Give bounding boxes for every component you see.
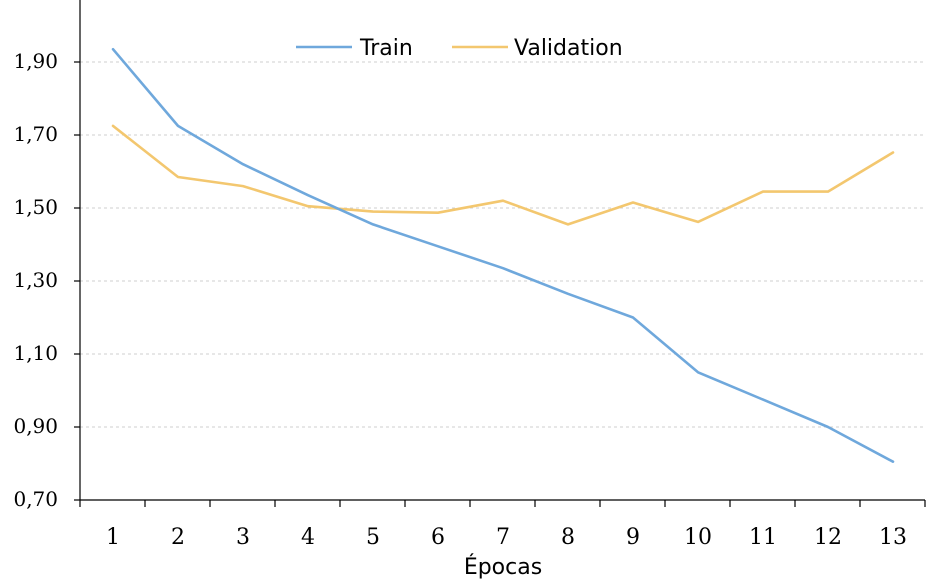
x-tick-label: 11 [749, 525, 777, 550]
x-tick-label: 10 [684, 525, 712, 550]
x-tick-label: 8 [561, 525, 575, 550]
y-tick-label: 0,90 [13, 414, 58, 438]
x-tick-label: 1 [106, 525, 120, 550]
x-tick-label: 9 [626, 525, 640, 550]
x-tick-label: 4 [301, 525, 315, 550]
legend: Train Validation [296, 36, 623, 61]
y-tick-label: 1,70 [13, 122, 58, 146]
x-tick-label: 3 [236, 525, 250, 550]
series-line-train [111, 47, 895, 464]
x-tick-label: 12 [814, 525, 842, 550]
y-tick-label: 1,90 [13, 49, 58, 73]
legend-label-validation: Validation [514, 36, 623, 61]
y-tick-label: 1,30 [13, 268, 58, 292]
legend-label-train: Train [359, 36, 413, 61]
series-line-validation [111, 124, 895, 226]
y-axis-ticks: 0,70 0,90 1,10 1,30 1,50 1,70 1,90 [13, 49, 80, 511]
x-tick-label: 13 [879, 525, 907, 550]
x-tick-label: 6 [431, 525, 445, 550]
y-tick-label: 0,70 [13, 487, 58, 511]
y-tick-label: 1,10 [13, 341, 58, 365]
gridlines [80, 61, 925, 428]
series-lines [111, 47, 895, 464]
x-tick-label: 2 [171, 525, 185, 550]
x-tick-label: 7 [496, 525, 510, 550]
x-tick-label: 5 [366, 525, 380, 550]
y-tick-label: 1,50 [13, 195, 58, 219]
x-axis-ticks: 1 2 3 4 5 6 7 8 9 10 11 12 13 [79, 500, 926, 550]
x-axis-title: Épocas [464, 554, 542, 580]
